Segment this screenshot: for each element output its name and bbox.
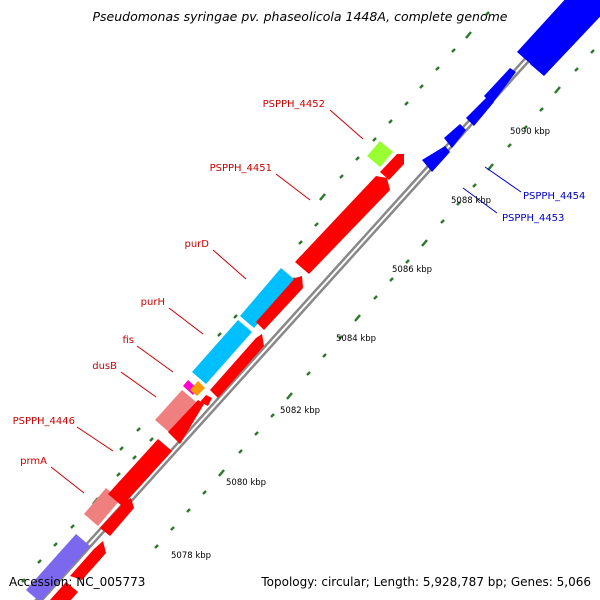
scale-label: 5090 kbp — [510, 127, 550, 137]
gene-blue-inner-2 — [444, 124, 466, 148]
scale-label: 5082 kbp — [280, 406, 320, 416]
genome-backbone — [34, 0, 586, 600]
gene-prmA — [84, 488, 120, 526]
genome-title: Pseudomonas syringae pv. phaseolicola 14… — [92, 9, 508, 24]
gene-label: purD — [185, 239, 210, 250]
inner-genes — [50, 0, 600, 600]
gene-label: PSPPH_4453 — [502, 213, 564, 224]
outer-genes — [26, 0, 594, 600]
gene-label: fis — [122, 335, 134, 346]
gene-red-inner-7 — [256, 276, 303, 330]
gene-label: PSPPH_4452 — [263, 99, 325, 110]
scale-label: 5084 kbp — [336, 334, 376, 344]
gene-label: purH — [141, 297, 165, 308]
gene-red-inner-5 — [200, 395, 212, 406]
gene-red-inner-2 — [70, 541, 106, 580]
scale-label-group: 5078 kbp 5080 kbp 5082 kbp 5084 kbp 5086… — [171, 127, 550, 561]
gene-purH — [192, 320, 252, 384]
gene-red-inner-3 — [100, 498, 134, 536]
gene-purple — [26, 534, 90, 600]
accession-text: Accession: NC_005773 — [9, 575, 146, 589]
topology-text: Topology: circular; Length: 5,928,787 bp… — [261, 575, 591, 589]
gene-orange — [190, 381, 205, 396]
scale-label: 5078 kbp — [171, 551, 211, 561]
gene-dusB — [155, 390, 196, 432]
scale-label: 5086 kbp — [392, 265, 432, 275]
gene-blue-inner-4 — [484, 68, 516, 104]
gene-red-inner-4 — [168, 400, 204, 444]
gene-label: PSPPH_4454 — [523, 191, 585, 202]
gene-PSPPH_4452 — [367, 141, 393, 167]
gene-blue-inner-3 — [466, 98, 494, 126]
gene-label: dusB — [92, 361, 117, 372]
gene-red-inner-8 — [380, 154, 404, 180]
inner-ticks — [154, 49, 595, 549]
gene-label: prmA — [20, 456, 47, 467]
gene-PSPPH_4446 — [108, 439, 172, 506]
gene-purD — [240, 268, 295, 328]
gene-label-group: PSPPH_4452 PSPPH_4451 purD purH fis dusB… — [13, 99, 586, 467]
gene-PSPPH_4451 — [295, 176, 390, 274]
gene-red-inner-6 — [210, 334, 264, 398]
label-leaders — [50, 109, 522, 494]
outer-ticks — [21, 11, 490, 583]
gene-label: PSPPH_4446 — [13, 416, 75, 427]
scale-label: 5088 kbp — [451, 196, 491, 206]
scale-label: 5080 kbp — [226, 478, 266, 488]
gene-blue-inner-5 — [530, 0, 600, 76]
gene-label: PSPPH_4451 — [210, 163, 272, 174]
gene-blue-top — [517, 0, 594, 66]
gene-red-inner-1 — [50, 582, 78, 600]
gene-blue-inner-1 — [422, 146, 450, 172]
